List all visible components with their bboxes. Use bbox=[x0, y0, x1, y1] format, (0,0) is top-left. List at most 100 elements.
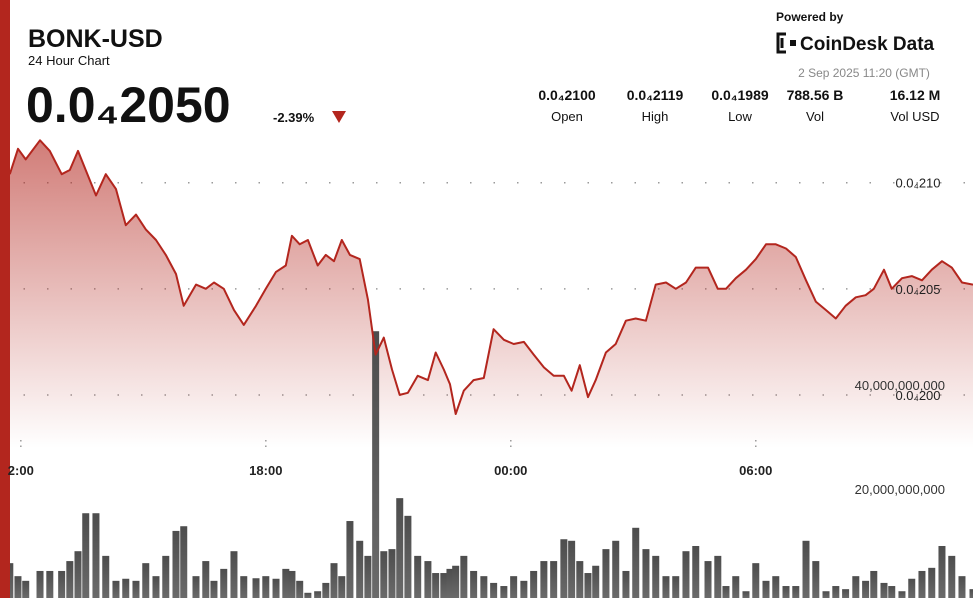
volume-bar bbox=[870, 570, 878, 598]
timestamp: 2 Sep 2025 11:20 (GMT) bbox=[798, 66, 930, 80]
volume-bar bbox=[530, 570, 538, 598]
volume-bar bbox=[14, 576, 22, 598]
volume-bar bbox=[682, 551, 690, 598]
brand-logo bbox=[776, 32, 796, 54]
stat-value: 0.0₄2100 bbox=[538, 87, 595, 103]
stat-label: Vol bbox=[806, 109, 824, 124]
volume-bar bbox=[380, 551, 388, 598]
volume-bar bbox=[240, 576, 248, 598]
volume-bar bbox=[714, 555, 722, 598]
volume-bar bbox=[898, 591, 906, 598]
volume-bar bbox=[210, 580, 218, 598]
price: 0.0₄2050 bbox=[26, 77, 231, 133]
volume-bar bbox=[330, 563, 338, 598]
volume-bar bbox=[704, 561, 712, 598]
volume-bar bbox=[102, 555, 110, 598]
volume-bar bbox=[202, 561, 210, 598]
volume-bar bbox=[122, 578, 130, 598]
volume-bar bbox=[888, 586, 896, 598]
volume-bar bbox=[304, 592, 312, 598]
subtitle: 24 Hour Chart bbox=[28, 53, 110, 68]
volume-bar bbox=[132, 580, 140, 598]
volume-bar bbox=[622, 570, 630, 598]
volume-bar bbox=[338, 576, 346, 598]
stat-value: 788.56 B bbox=[787, 87, 844, 103]
powered-by: Powered by bbox=[776, 10, 844, 24]
volume-bar bbox=[948, 555, 956, 598]
volume-bar bbox=[470, 570, 478, 598]
volume-bar bbox=[162, 555, 170, 598]
volume-bar bbox=[372, 331, 380, 598]
volume-bar bbox=[396, 498, 404, 598]
volume-bar bbox=[152, 576, 160, 598]
y2-tick-label: 20,000,000,000 bbox=[855, 482, 945, 497]
volume-bar bbox=[772, 576, 780, 598]
volume-bar bbox=[642, 549, 650, 598]
volume-bar bbox=[364, 555, 372, 598]
volume-bar bbox=[192, 576, 200, 598]
stat-label: Vol USD bbox=[890, 109, 939, 124]
volume-bar bbox=[752, 563, 760, 598]
brand: CoinDesk Data bbox=[800, 34, 935, 55]
volume-bar bbox=[568, 540, 576, 598]
stat-label: Open bbox=[551, 109, 583, 124]
volume-bar bbox=[424, 561, 432, 598]
volume-bar bbox=[282, 568, 290, 598]
volume-bar bbox=[852, 576, 860, 598]
volume-bar bbox=[802, 540, 810, 598]
volume-bar bbox=[880, 582, 888, 598]
volume-bar bbox=[662, 576, 670, 598]
volume-bar bbox=[742, 591, 750, 598]
volume-bar bbox=[592, 565, 600, 598]
volume-bar bbox=[446, 568, 454, 598]
volume-bar bbox=[92, 513, 100, 598]
volume-bar bbox=[36, 570, 44, 598]
volume-bar bbox=[74, 551, 82, 598]
volume-bar bbox=[346, 521, 354, 598]
volume-bar bbox=[560, 539, 568, 598]
price-area bbox=[9, 140, 973, 448]
y-tick-label: 0.0₄200 bbox=[895, 388, 940, 403]
volume-bar bbox=[440, 573, 448, 598]
volume-bar bbox=[576, 561, 584, 598]
volume-bar bbox=[969, 589, 973, 598]
volume-bar bbox=[938, 545, 946, 598]
volume-bar bbox=[142, 563, 150, 598]
volume-bar bbox=[762, 580, 770, 598]
price-line bbox=[8, 139, 973, 415]
volume-bar bbox=[732, 576, 740, 598]
volume-bar bbox=[918, 570, 926, 598]
stat-value: 0.0₄1989 bbox=[711, 87, 768, 103]
volume-bar bbox=[520, 580, 528, 598]
volume-bar bbox=[510, 576, 518, 598]
volume-bar bbox=[252, 578, 260, 598]
stat-label: Low bbox=[728, 109, 752, 124]
volume-bar bbox=[22, 580, 30, 598]
volume-bar bbox=[540, 561, 548, 598]
volume-bar bbox=[288, 570, 296, 598]
volume-bar bbox=[862, 580, 870, 598]
volume-bar bbox=[272, 578, 280, 598]
volume-bar bbox=[612, 540, 620, 598]
y2-tick-label: 40,000,000,000 bbox=[855, 378, 945, 393]
volume-bar bbox=[262, 576, 270, 598]
volume-bar bbox=[180, 526, 188, 598]
volume-bar bbox=[172, 530, 180, 598]
stat-label: High bbox=[642, 109, 669, 124]
volume-bar bbox=[490, 582, 498, 598]
x-tick-label: 06:00 bbox=[739, 463, 772, 478]
x-tick-label: 2:00 bbox=[8, 463, 34, 478]
volume-bar bbox=[792, 586, 800, 598]
volume-bar bbox=[66, 561, 74, 598]
volume-bar bbox=[322, 582, 330, 598]
volume-bar bbox=[632, 527, 640, 598]
volume-bar bbox=[220, 568, 228, 598]
volume-bar bbox=[928, 567, 936, 598]
volume-bar bbox=[722, 586, 730, 598]
change: -2.39% bbox=[273, 110, 315, 125]
volume-bar bbox=[452, 565, 460, 598]
volume-bar bbox=[602, 549, 610, 598]
volume-bar bbox=[550, 561, 558, 598]
